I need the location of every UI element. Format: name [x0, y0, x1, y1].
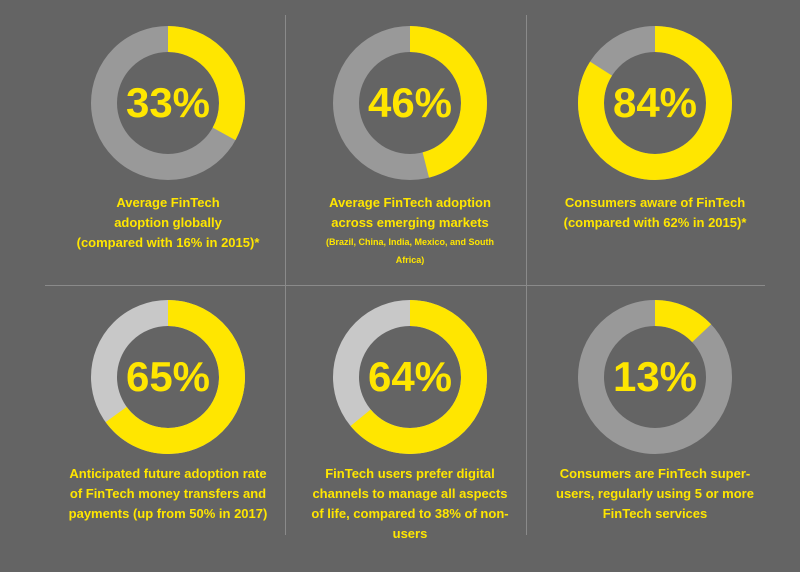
- donut-value-label: 64%: [367, 353, 453, 400]
- stat-card-4: 65% Anticipated future adoption rate of …: [35, 297, 301, 572]
- donut-chart: 46%: [330, 23, 490, 183]
- caption-line: users, regularly using 5 or more: [556, 486, 754, 501]
- caption-line: Consumers aware of FinTech: [564, 195, 746, 210]
- caption-line: FinTech users prefer digital: [325, 466, 495, 481]
- donut-value-segment: [578, 26, 732, 180]
- caption-line: adoption globally: [114, 215, 222, 230]
- caption-line: across emerging markets: [331, 215, 489, 230]
- stat-caption: FinTech users prefer digital channels to…: [287, 464, 533, 544]
- donut-value-label: 65%: [125, 353, 211, 400]
- stat-card-3: 84% Consumers aware of FinTech (compared…: [522, 23, 788, 298]
- stat-card-2: 46% Average FinTech adoption across emer…: [277, 23, 543, 298]
- stat-caption: Consumers aware of FinTech (compared wit…: [532, 193, 778, 233]
- stat-card-5: 64% FinTech users prefer digital channel…: [277, 297, 543, 572]
- donut-value-label: 84%: [612, 79, 698, 126]
- caption-line: Average FinTech: [116, 195, 220, 210]
- donut-value-segment: [91, 26, 245, 180]
- caption-line: FinTech services: [602, 506, 708, 521]
- donut-chart: 13%: [575, 297, 735, 457]
- caption-line: of life, compared to 38% of non-: [311, 506, 509, 521]
- stat-caption: Anticipated future adoption rate of FinT…: [35, 464, 301, 524]
- infographic-grid: [45, 15, 765, 535]
- caption-line: payments (up from 50% in 2017): [68, 506, 268, 521]
- caption-line: (compared with 62% in 2015)*: [563, 215, 747, 230]
- donut-value-label: 33%: [125, 79, 211, 126]
- divider-vertical-2: [526, 15, 527, 535]
- donut-chart: 64%: [330, 297, 490, 457]
- stat-card-6: 13% Consumers are FinTech super- users, …: [522, 297, 788, 572]
- divider-vertical-1: [285, 15, 286, 535]
- caption-line: Average FinTech adoption: [329, 195, 491, 210]
- caption-subline: Africa): [395, 255, 425, 265]
- stat-caption: Consumers are FinTech super- users, regu…: [532, 464, 778, 524]
- donut-chart: 33%: [88, 23, 248, 183]
- donut-value-segment: [578, 300, 732, 454]
- caption-subline: (Brazil, China, India, Mexico, and South: [325, 237, 495, 247]
- caption-line: users: [392, 526, 428, 541]
- donut-chart: 65%: [88, 297, 248, 457]
- stat-caption: Average FinTech adoption across emerging…: [287, 193, 533, 269]
- caption-line: channels to manage all aspects: [312, 486, 508, 501]
- caption-line: of FinTech money transfers and: [69, 486, 267, 501]
- divider-horizontal: [45, 285, 765, 286]
- stat-card-1: 33% Average FinTech adoption globally (c…: [35, 23, 301, 298]
- caption-line: (compared with 16% in 2015)*: [76, 235, 260, 250]
- caption-line: Anticipated future adoption rate: [69, 466, 267, 481]
- donut-value-segment: [333, 300, 487, 454]
- donut-value-segment: [91, 300, 245, 454]
- stat-caption: Average FinTech adoption globally (compa…: [45, 193, 291, 253]
- donut-value-segment: [333, 26, 487, 180]
- donut-chart: 84%: [575, 23, 735, 183]
- caption-line: Consumers are FinTech super-: [559, 466, 751, 481]
- donut-value-label: 13%: [612, 353, 698, 400]
- donut-value-label: 46%: [367, 79, 453, 126]
